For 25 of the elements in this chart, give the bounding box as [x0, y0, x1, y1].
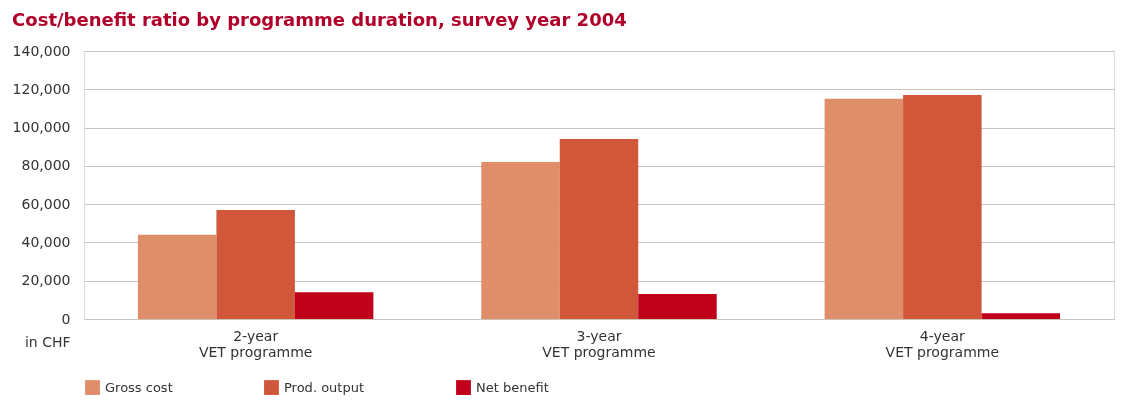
legend-label: Prod. output	[284, 379, 365, 395]
bar	[481, 162, 560, 319]
bar	[638, 294, 717, 319]
y-tick-label: 0	[61, 310, 71, 327]
x-tick-label: 3-year VET programme	[542, 327, 656, 360]
bar	[559, 139, 639, 319]
chart-title: Cost/benefit ratio by programme duration, survey year 2004	[12, 9, 627, 30]
bar	[824, 98, 904, 319]
x-tick-label: 2-year VET programme	[198, 327, 313, 360]
y-tick-label: 60,000	[21, 195, 71, 212]
y-tick-label: 140,000	[12, 42, 71, 59]
bar	[903, 95, 982, 319]
bar	[981, 313, 1061, 319]
bar	[216, 209, 295, 319]
y-tick-label: 100,000	[12, 119, 71, 136]
x-tick-label: 4-year VET programme	[885, 327, 1000, 360]
y-tick-label: 120,000	[12, 80, 71, 97]
bar	[137, 234, 217, 319]
y-tick-label: 40,000	[21, 233, 71, 250]
y-tick-label: 20,000	[21, 272, 71, 289]
legend-label: Net benefit	[476, 379, 549, 395]
y-axis-title: in CHF	[24, 333, 71, 350]
legend-label: Gross cost	[105, 379, 173, 395]
y-tick-label: 80,000	[21, 157, 71, 174]
bar	[294, 292, 374, 319]
